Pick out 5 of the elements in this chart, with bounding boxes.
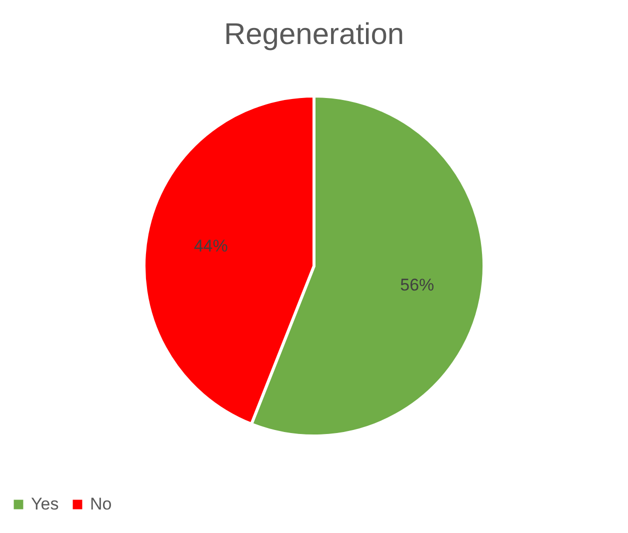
data-label: 44% (194, 236, 228, 256)
data-label: 56% (400, 276, 434, 295)
chart-title: Regeneration (224, 18, 404, 51)
legend-label: No (90, 494, 112, 514)
legend-label: Yes (31, 494, 59, 514)
